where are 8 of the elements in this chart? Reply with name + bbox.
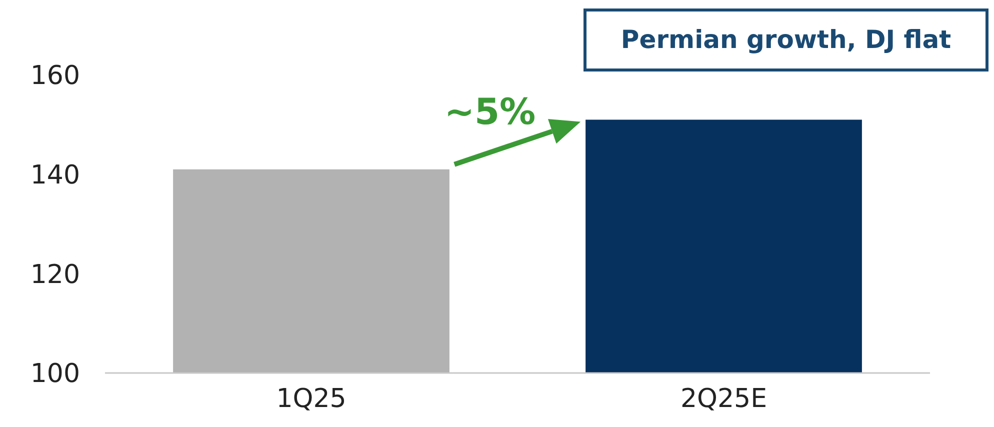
y-tick-label: 100 — [30, 359, 80, 390]
x-tick-label: 2Q25E — [680, 384, 768, 414]
chart-title: Permian growth, DJ flat — [620, 25, 952, 54]
y-tick-label: 140 — [30, 160, 80, 190]
x-tick-label: 1Q25 — [276, 384, 346, 414]
y-tick-label: 160 — [30, 61, 80, 92]
y-tick-label: 120 — [30, 260, 80, 290]
annotation: ~5% — [444, 92, 536, 133]
